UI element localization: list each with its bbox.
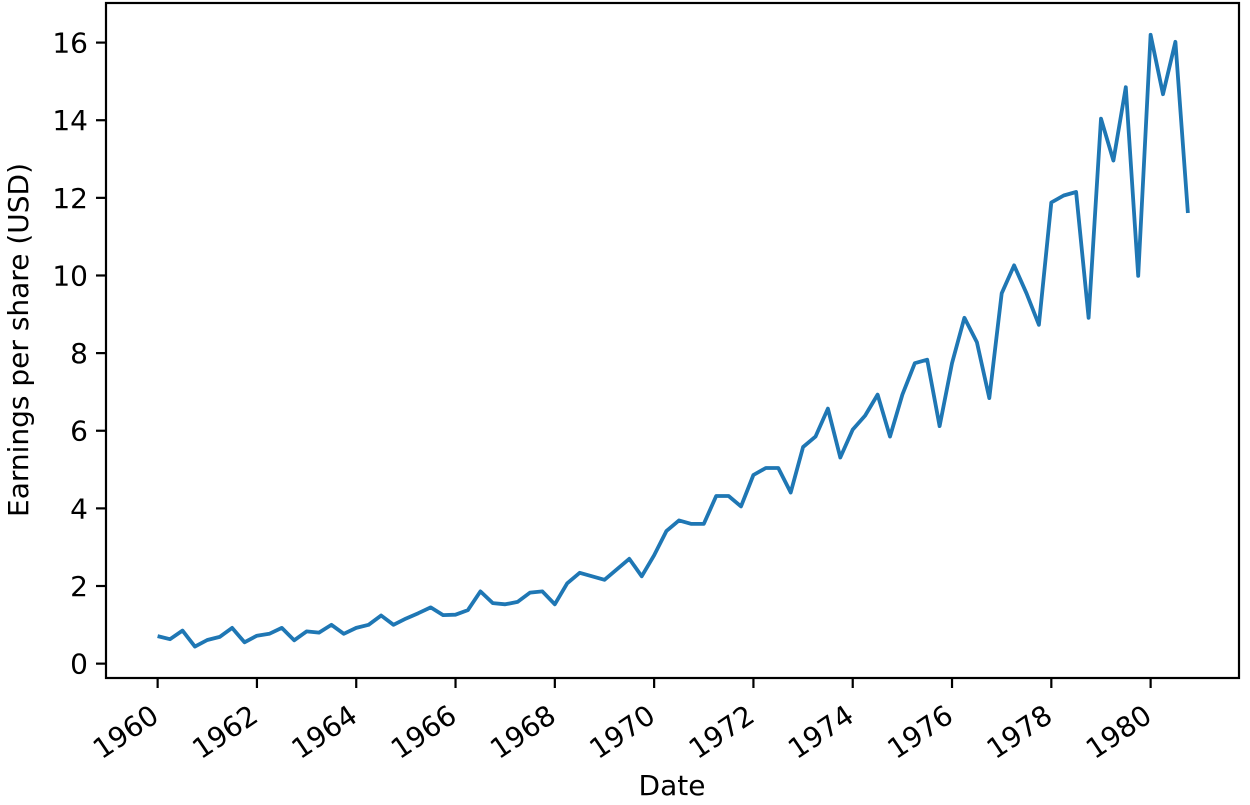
y-tick-label: 4	[70, 492, 88, 525]
x-tick-label: 1980	[1080, 698, 1158, 765]
x-tick-label: 1974	[782, 698, 860, 765]
x-tick-label: 1962	[186, 698, 264, 765]
y-tick-label: 2	[70, 570, 88, 603]
y-tick-label: 8	[70, 337, 88, 370]
x-tick-label: 1970	[584, 698, 662, 765]
y-tick-label: 12	[52, 182, 88, 215]
y-tick-label: 10	[52, 259, 88, 292]
x-tick-label: 1966	[385, 698, 463, 765]
y-tick-label: 16	[52, 27, 88, 60]
plot-border	[104, 1, 1241, 680]
x-tick-label: 1968	[484, 698, 562, 765]
x-tick-label: 1978	[981, 698, 1059, 765]
y-axis-label: Earnings per share (USD)	[2, 163, 35, 517]
earnings-line-series	[157, 32, 1190, 649]
y-tick-label: 6	[70, 415, 88, 448]
x-tick-label: 1976	[881, 698, 959, 765]
x-tick-label: 1972	[683, 698, 761, 765]
y-tick-label: 14	[52, 104, 88, 137]
y-tick-label: 0	[70, 648, 88, 681]
x-tick-label: 1960	[87, 698, 165, 765]
x-tick-label: 1964	[286, 698, 364, 765]
plot-area: 1960 1962 1964 1966 1968 1970 1972 1974 1976 1978…	[52, 1, 1241, 766]
x-axis-label: Date	[639, 769, 706, 802]
